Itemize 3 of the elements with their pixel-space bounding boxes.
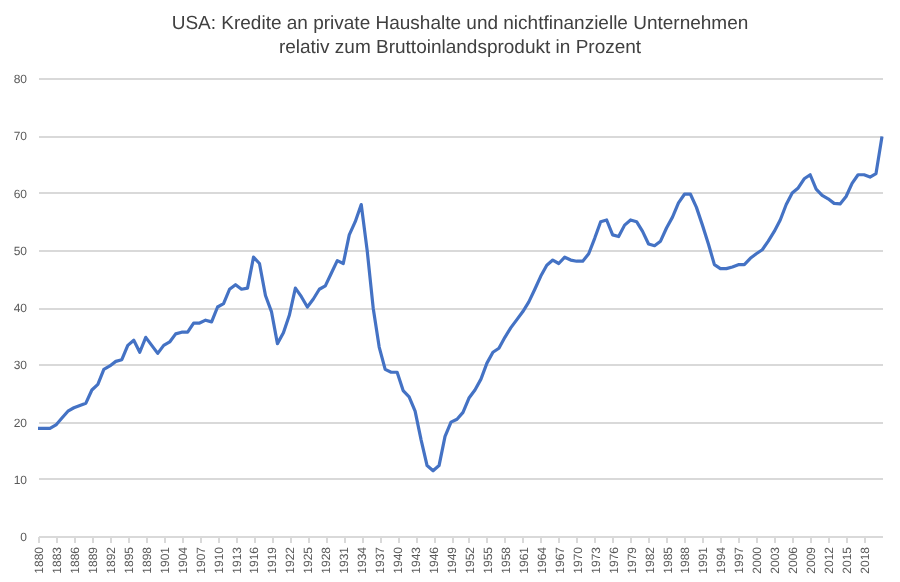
text: USA: Kredite an private Haushalte und nichtfinanzielle Unternehmen [171, 13, 749, 35]
line-series [36, 134, 884, 473]
text: relativ zum Bruttoinlandsprodukt in Prozent [278, 37, 642, 59]
